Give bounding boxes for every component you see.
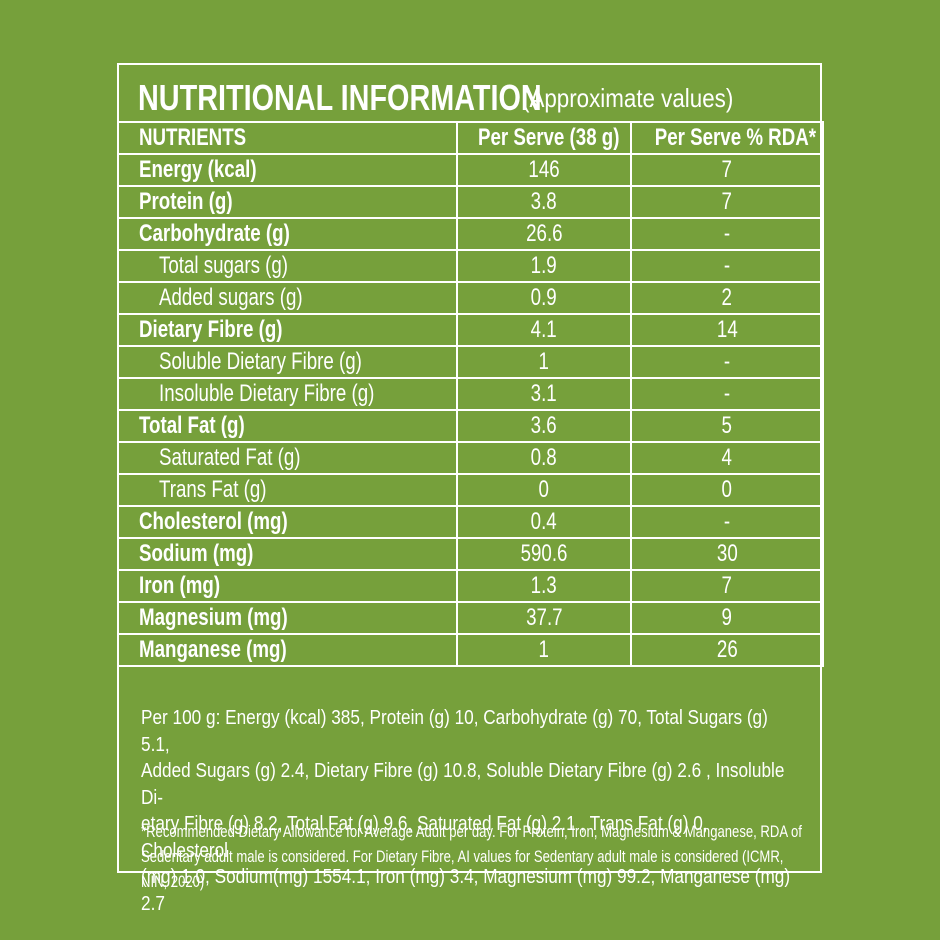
nutrient-name: Cholesterol (mg) [117,505,458,539]
table-row: Total sugars (g) 1.9- [117,249,824,283]
table-row: Iron (mg) 1.3 7 [117,569,824,603]
rda-footnote-line: *Recommended Dietary Allowance for Avera… [141,822,802,841]
column-header-nutrients: NUTRIENTS [117,121,458,155]
nutrition-label: NUTRITIONAL INFORMATION (Approximate val… [117,63,824,915]
table-row: Soluble Dietary Fibre (g) 1- [117,345,824,379]
table-row: Insoluble Dietary Fibre (g) 3.1- [117,377,824,411]
nutrient-name: Protein (g) [117,185,458,219]
table-row: Dietary Fibre (g) 4.1 14 [117,313,824,347]
per-serve-value: 26.6 [456,217,632,251]
per-serve-value: 0.9 [456,281,632,315]
table-row: Trans Fat (g) 0 0 [117,473,824,507]
rda-value: 0 [630,473,824,507]
column-header-per-serve: Per Serve (38 g) [456,121,632,155]
nutrient-name: Dietary Fibre (g) [117,313,458,347]
rda-value: - [630,345,824,379]
label-title: NUTRITIONAL INFORMATION [138,77,542,118]
per-serve-value: 3.1 [456,377,632,411]
table-row: Saturated Fat (g) 0.8 4 [117,441,824,475]
per-serve-value: 0.4 [456,505,632,539]
table-row: Carbohydrate (g) 26.6- [117,217,824,251]
table-row: Energy (kcal) 146 7 [117,153,824,187]
per-100g-line: Per 100 g: Energy (kcal) 385, Protein (g… [141,707,768,756]
rda-value: 9 [630,601,824,635]
nutrient-name: Energy (kcal) [117,153,458,187]
rda-footnote: *Recommended Dietary Allowance for Avera… [141,819,803,894]
nutrient-name: Total Fat (g) [117,409,458,443]
per-serve-value: 1 [456,633,632,667]
rda-footnote-line: Sedentary adult male is considered. For … [141,847,784,891]
table-row: Protein (g) 3.8 7 [117,185,824,219]
nutrition-table: NUTRIENTS Per Serve (38 g) Per Serve % R… [117,121,824,667]
per-serve-value: 3.8 [456,185,632,219]
nutrient-name: Manganese (mg) [117,633,458,667]
rda-value: 26 [630,633,824,667]
table-row: Magnesium (mg) 37.7 9 [117,601,824,635]
per-serve-value: 590.6 [456,537,632,571]
table-header-row: NUTRIENTS Per Serve (38 g) Per Serve % R… [117,121,824,155]
per-100g-note: Per 100 g: Energy (kcal) 385, Protein (g… [141,705,795,917]
per-100g-line: etary Fibre (g) 8.2, Total Fat (g) 9.6, … [141,813,708,862]
rda-value: 7 [630,153,824,187]
per-100g-line: Added Sugars (g) 2.4, Dietary Fibre (g) … [141,760,785,809]
per-serve-value: 37.7 [456,601,632,635]
per-serve-value: 1.9 [456,249,632,283]
nutrient-name: Sodium (mg) [117,537,458,571]
rda-value: 7 [630,569,824,603]
rda-value: 2 [630,281,824,315]
per-serve-value: 3.6 [456,409,632,443]
per-serve-value: 0.8 [456,441,632,475]
per-100g-line: (mg) 1.0, Sodium(mg) 1554.1, Iron (mg) 3… [141,866,791,915]
nutrient-name: Iron (mg) [117,569,458,603]
nutrient-name: Total sugars (g) [117,249,458,283]
per-serve-value: 1.3 [456,569,632,603]
rda-value: 5 [630,409,824,443]
rda-value: - [630,217,824,251]
nutrient-name: Carbohydrate (g) [117,217,458,251]
rda-value: 4 [630,441,824,475]
per-serve-value: 146 [456,153,632,187]
rda-value: 14 [630,313,824,347]
rda-value: 7 [630,185,824,219]
label-title-row: NUTRITIONAL INFORMATION (Approximate val… [138,77,818,119]
nutrient-name: Added sugars (g) [117,281,458,315]
nutrient-name: Trans Fat (g) [117,473,458,507]
rda-value: - [630,377,824,411]
table-row: Manganese (mg) 1 26 [117,633,824,667]
table-row: Cholesterol (mg) 0.4- [117,505,824,539]
per-serve-value: 0 [456,473,632,507]
label-subtitle: (Approximate values) [522,83,734,113]
table-row: Added sugars (g) 0.9 2 [117,281,824,315]
rda-value: - [630,505,824,539]
nutrient-name: Insoluble Dietary Fibre (g) [117,377,458,411]
per-serve-value: 1 [456,345,632,379]
column-header-rda: Per Serve % RDA* [630,121,824,155]
nutrient-name: Soluble Dietary Fibre (g) [117,345,458,379]
table-row: Sodium (mg) 590.6 30 [117,537,824,571]
nutrient-name: Saturated Fat (g) [117,441,458,475]
per-serve-value: 4.1 [456,313,632,347]
table-row: Total Fat (g) 3.6 5 [117,409,824,443]
nutrient-name: Magnesium (mg) [117,601,458,635]
rda-value: - [630,249,824,283]
rda-value: 30 [630,537,824,571]
